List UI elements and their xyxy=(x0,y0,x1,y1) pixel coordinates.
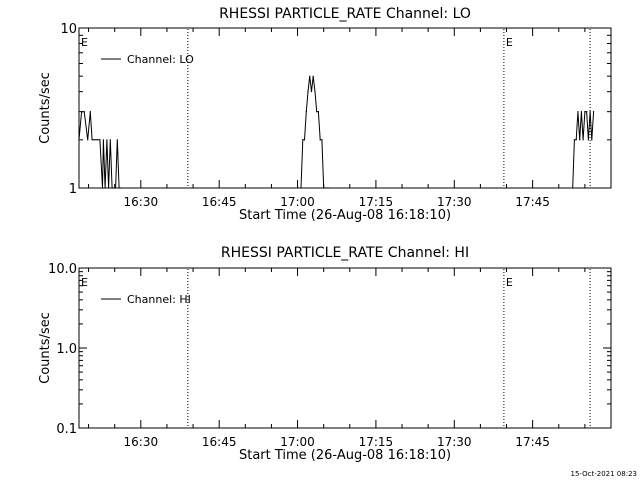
data-point xyxy=(319,139,321,141)
data-point xyxy=(316,111,318,113)
data-point xyxy=(577,111,579,113)
data-point xyxy=(89,111,91,113)
legend-label: Channel: LO xyxy=(127,53,194,66)
data-point xyxy=(116,139,118,141)
y-tick-label: 1.0 xyxy=(56,342,77,357)
chart-title: RHESSI PARTICLE_RATE Channel: LO xyxy=(219,6,471,22)
event-marker-label: E xyxy=(506,276,513,289)
event-marker-label: E xyxy=(506,36,513,49)
data-point xyxy=(586,111,588,113)
data-point xyxy=(302,139,304,141)
data-point xyxy=(94,139,96,141)
y-tick-label: 10 xyxy=(60,22,77,37)
data-point xyxy=(118,187,120,189)
x-axis-label: Start Time (26-Aug-08 16:18:10) xyxy=(239,448,451,463)
panel-lo: RHESSI PARTICLE_RATE Channel: LO 16:30 16:… xyxy=(38,6,612,223)
x-tick-label: 17:00 xyxy=(280,435,315,449)
data-point xyxy=(108,187,110,189)
panel-hi: RHESSI PARTICLE_RATE Channel: HI 16:30 16:… xyxy=(38,245,612,463)
data-point xyxy=(99,139,101,141)
event-marker-label: E xyxy=(81,36,88,49)
x-axis-label: Start Time (26-Aug-08 16:18:10) xyxy=(239,208,451,223)
data-point xyxy=(575,139,577,141)
x-tick-label: 16:30 xyxy=(124,195,159,209)
data-point xyxy=(321,139,323,141)
data-point xyxy=(591,139,593,141)
data-point xyxy=(120,187,122,189)
data-point xyxy=(91,139,93,141)
x-tick-label: 17:30 xyxy=(437,435,472,449)
x-tick-label: 17:15 xyxy=(359,435,394,449)
data-point xyxy=(328,187,330,189)
data-point xyxy=(572,187,574,189)
data-point xyxy=(109,139,111,141)
data-point xyxy=(305,111,307,113)
data-point xyxy=(326,187,328,189)
data-point xyxy=(580,111,582,113)
x-tick-label: 17:45 xyxy=(515,195,550,209)
data-point xyxy=(589,111,591,113)
data-point xyxy=(81,111,83,113)
data-point xyxy=(587,139,589,141)
plot-frame xyxy=(78,27,612,189)
chart-title: RHESSI PARTICLE_RATE Channel: HI xyxy=(221,245,469,261)
data-point xyxy=(83,111,85,113)
data-point xyxy=(573,139,576,141)
data-point xyxy=(106,139,108,141)
event-marker-label: E xyxy=(81,276,88,289)
data-point xyxy=(113,187,115,189)
data-point xyxy=(317,111,320,113)
x-tick-label: 16:45 xyxy=(202,195,237,209)
timestamp: 15-Oct-2021 08:23 xyxy=(571,470,637,478)
data-point xyxy=(309,75,311,77)
y-tick-label: 0.1 xyxy=(56,422,77,437)
data-point xyxy=(592,111,595,113)
data-point xyxy=(324,187,327,189)
data-point xyxy=(78,139,80,141)
x-tick-label: 17:30 xyxy=(437,195,472,209)
data-point xyxy=(111,187,113,189)
data-point xyxy=(96,139,98,141)
data-point xyxy=(582,139,584,141)
legend-label: Channel: HI xyxy=(127,293,191,306)
x-tick-label: 17:45 xyxy=(515,435,550,449)
x-tick-label: 16:45 xyxy=(202,435,237,449)
data-point xyxy=(310,91,313,93)
data-point xyxy=(584,111,586,113)
x-tick-label: 16:30 xyxy=(124,435,159,449)
data-point xyxy=(307,91,309,93)
data-point xyxy=(323,187,325,189)
y-axis-label: Counts/sec xyxy=(38,72,53,144)
y-tick-label: 1 xyxy=(69,182,77,197)
x-tick-label: 17:15 xyxy=(359,195,394,209)
x-tick-label: 17:00 xyxy=(280,195,315,209)
data-point xyxy=(300,187,302,189)
data-point xyxy=(114,187,117,189)
data-point xyxy=(104,187,106,189)
data-point xyxy=(314,91,316,93)
data-point xyxy=(312,75,314,77)
data-point xyxy=(303,139,306,141)
y-axis-label: Counts/sec xyxy=(38,312,53,384)
y-tick-label: 10.0 xyxy=(48,262,77,277)
data-point xyxy=(102,139,104,141)
data-point xyxy=(87,139,89,141)
data-point xyxy=(579,139,581,141)
data-point xyxy=(101,187,104,189)
